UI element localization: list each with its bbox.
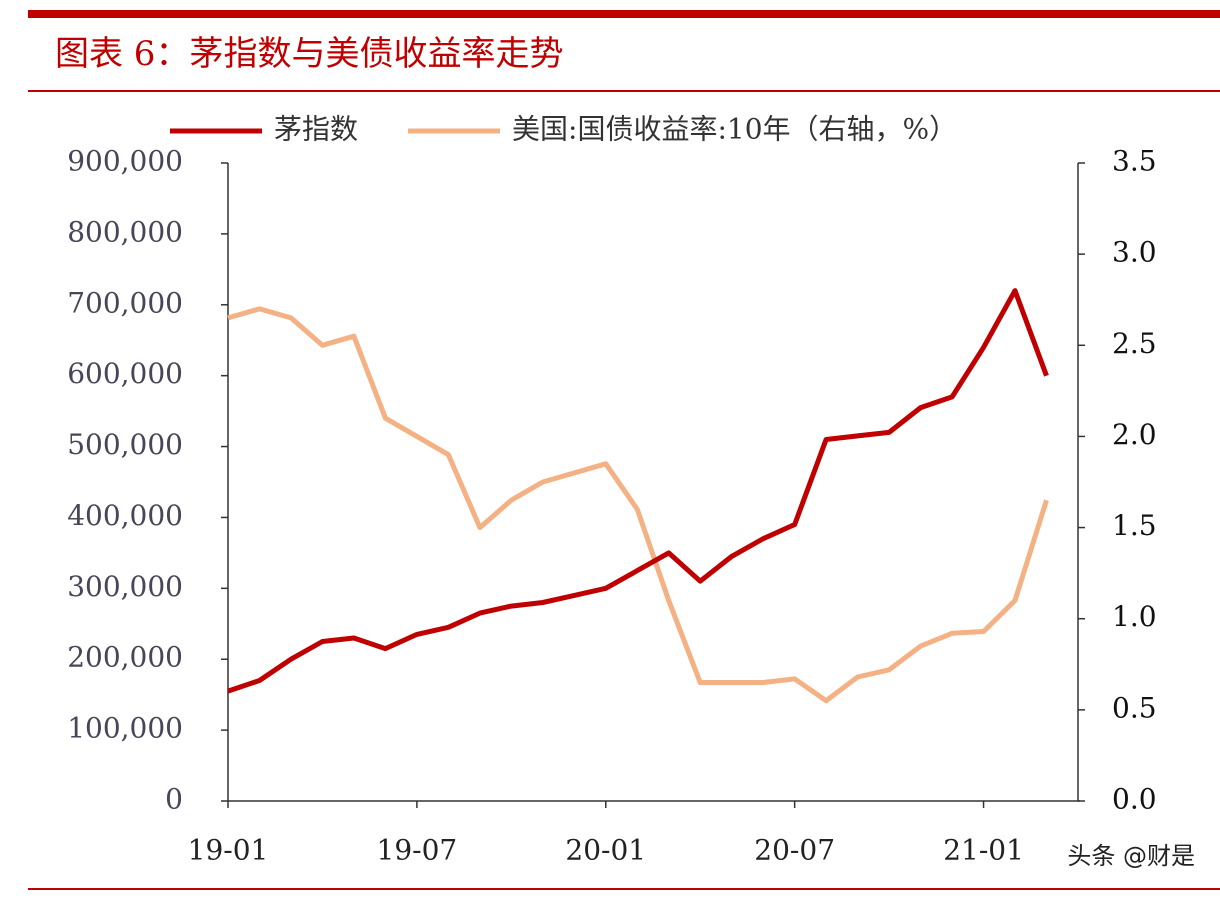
y-tick-label: 300,000 — [67, 570, 183, 603]
chart-title: 图表 6：茅指数与美债收益率走势 — [55, 34, 563, 74]
x-tick-label: 19-01 — [188, 834, 269, 867]
series-line — [227, 288, 1049, 694]
top-bar — [28, 10, 1220, 18]
x-tick-label: 19-07 — [377, 834, 458, 867]
y2-tick-label: 0.5 — [1112, 691, 1157, 724]
y-tick-label: 600,000 — [67, 357, 183, 390]
legend-label: 茅指数 — [274, 113, 358, 146]
watermark: 头条 @财是 — [1067, 842, 1195, 870]
x-tick-label: 20-01 — [565, 834, 646, 867]
y2-tick-label: 2.0 — [1112, 418, 1157, 451]
x-tick-label: 21-01 — [943, 834, 1024, 867]
y2-tick-label: 1.5 — [1112, 509, 1157, 542]
y-tick-label: 500,000 — [67, 428, 183, 461]
y-tick-label: 900,000 — [67, 145, 183, 178]
y-tick-label: 400,000 — [67, 499, 183, 532]
y2-tick-label: 1.0 — [1112, 600, 1157, 633]
series-line — [227, 306, 1049, 704]
x-tick-label: 20-07 — [754, 834, 835, 867]
legend-label: 美国:国债收益率:10年（右轴，%） — [512, 113, 957, 146]
y2-tick-label: 3.5 — [1112, 145, 1157, 178]
y-tick-label: 200,000 — [67, 641, 183, 674]
y-tick-label: 100,000 — [67, 712, 183, 745]
y-tick-label: 800,000 — [67, 215, 183, 248]
y2-tick-label: 3.0 — [1112, 236, 1157, 269]
y2-tick-label: 0.0 — [1112, 783, 1157, 816]
y2-tick-label: 2.5 — [1112, 327, 1157, 360]
y-tick-label: 0 — [165, 783, 183, 816]
y-tick-label: 700,000 — [67, 286, 183, 319]
